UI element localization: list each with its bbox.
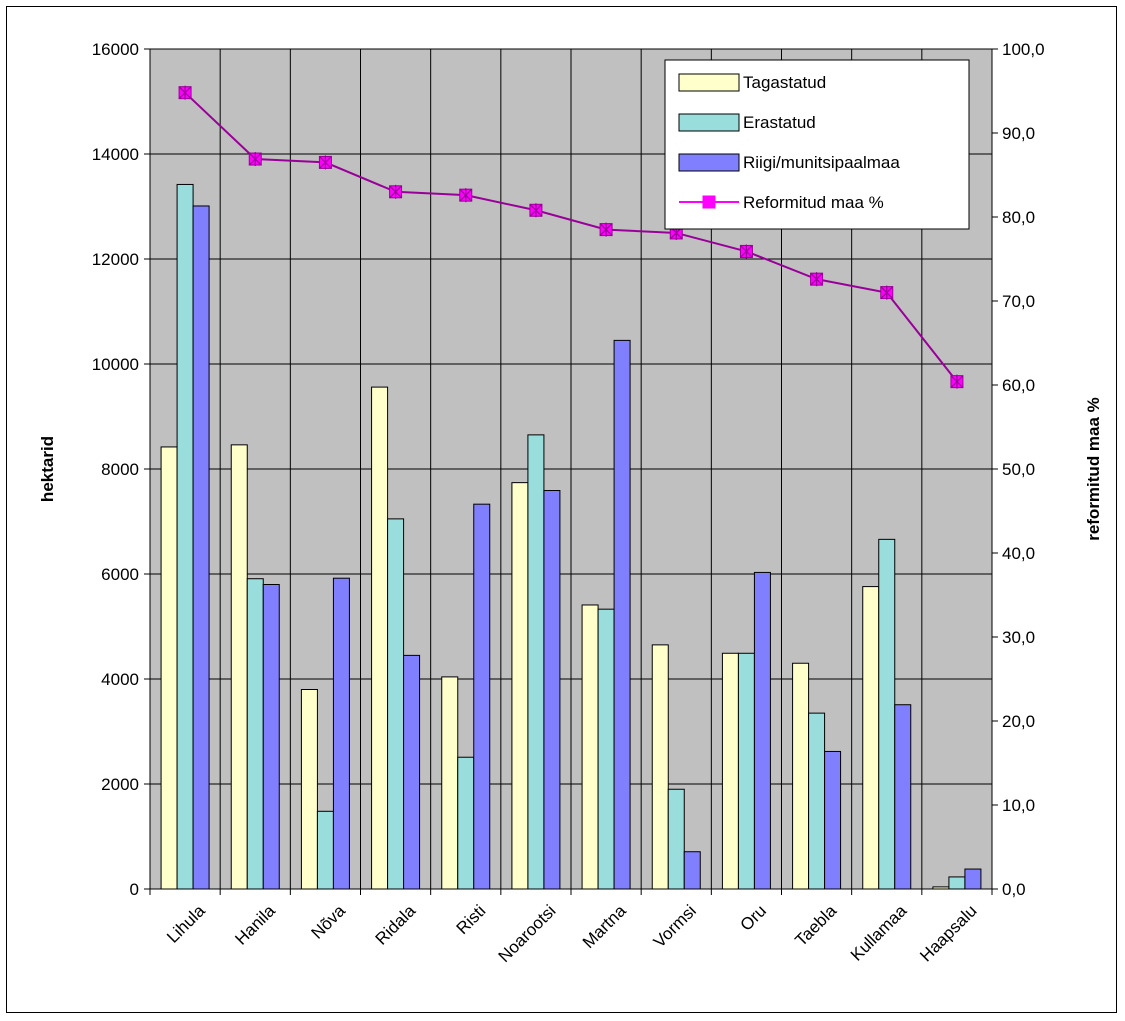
x-tick-label-lihula: Lihula	[163, 901, 209, 947]
y2-tick-label: 50,0	[1002, 460, 1035, 479]
bar-erastatud-haapsalu	[948, 876, 966, 890]
legend-label: Erastatud	[743, 113, 816, 132]
y2-tick-label: 70,0	[1002, 292, 1035, 311]
legend-label: Tagastatud	[743, 73, 826, 92]
bar-tagastatud-noarootsi	[511, 482, 529, 890]
bar-erastatud-oru	[737, 652, 755, 890]
bar-erastatud-hanila	[246, 578, 264, 890]
y-tick-label: 4000	[101, 670, 139, 689]
marker-oru	[739, 244, 753, 259]
y-tick-label: 16000	[92, 40, 139, 59]
legend-swatch	[678, 153, 740, 172]
y2-tick-label: 30,0	[1002, 628, 1035, 647]
bar-riigi-munitsipaalmaa-noarootsi	[543, 490, 561, 890]
bar-tagastatud-vormsi	[651, 644, 669, 890]
bar-erastatud-ridala	[387, 518, 405, 890]
y-tick-label: 0	[130, 880, 139, 899]
x-tick-label-nova: Nõva	[308, 901, 350, 943]
x-tick-label-vormsi: Vormsi	[650, 901, 700, 951]
bar-riigi-munitsipaalmaa-ridala	[403, 654, 421, 890]
line-reformitud-maa	[184, 91, 958, 383]
x-tick-label-risti: Risti	[453, 901, 490, 938]
y2-tick-label: 0,0	[1002, 880, 1026, 899]
x-tick-label-oru: Oru	[737, 901, 770, 934]
y2-tick-label: 100,0	[1002, 40, 1045, 59]
bar-tagastatud-taebla	[792, 662, 810, 890]
bar-tagastatud-risti	[441, 676, 459, 890]
y-tick-label: 12000	[92, 250, 139, 269]
bar-erastatud-lihula	[176, 183, 194, 890]
bar-tagastatud-hanila	[230, 444, 248, 890]
bar-erastatud-risti	[457, 756, 475, 890]
bar-riigi-munitsipaalmaa-kullamaa	[894, 704, 912, 890]
y-tick-label: 6000	[101, 565, 139, 584]
y2-tick-label: 90,0	[1002, 124, 1035, 143]
bar-tagastatud-oru	[721, 652, 739, 890]
marker-noarootsi	[529, 203, 543, 218]
legend-item-riigi-munitsipaalmaa: Riigi/munitsipaalmaa	[678, 153, 900, 172]
bar-riigi-munitsipaalmaa-hanila	[262, 584, 280, 890]
bar-tagastatud-lihula	[160, 446, 178, 890]
x-tick-label-hanila: Hanila	[231, 901, 279, 949]
x-tick-label-kullamaa: Kullamaa	[847, 901, 911, 965]
bar-riigi-munitsipaalmaa-haapsalu	[964, 868, 982, 890]
marker-nova	[318, 155, 332, 170]
bar-riigi-munitsipaalmaa-martna	[613, 339, 631, 890]
bar-riigi-munitsipaalmaa-nova	[332, 577, 350, 890]
x-tick-label-taebla: Taebla	[791, 901, 840, 950]
marker-risti	[459, 188, 473, 203]
bar-tagastatud-ridala	[371, 386, 389, 890]
legend-swatch	[678, 73, 740, 92]
bar-riigi-munitsipaalmaa-oru	[753, 571, 771, 890]
bar-erastatud-nova	[316, 810, 334, 890]
marker-lihula	[178, 85, 192, 100]
marker-martna	[599, 222, 613, 237]
y2-tick-label: 80,0	[1002, 208, 1035, 227]
bar-tagastatud-martna	[581, 604, 599, 890]
bar-erastatud-taebla	[808, 712, 826, 890]
legend-item-tagastatud: Tagastatud	[678, 73, 826, 92]
x-tick-label-noarootsi: Noarootsi	[495, 901, 560, 966]
x-tick-label-ridala: Ridala	[372, 901, 420, 949]
marker-kullamaa	[880, 285, 894, 300]
legend-label: Riigi/munitsipaalmaa	[743, 153, 900, 172]
bar-tagastatud-nova	[300, 689, 318, 890]
y2-tick-label: 10,0	[1002, 796, 1035, 815]
bar-riigi-munitsipaalmaa-risti	[473, 503, 491, 890]
bar-erastatud-martna	[597, 608, 615, 890]
bar-riigi-munitsipaalmaa-taebla	[824, 750, 842, 890]
legend-item-reformitud-maa: Reformitud maa %	[679, 193, 884, 212]
legend-marker	[702, 195, 716, 209]
y-axis-title: hektarid	[38, 436, 57, 502]
legend-swatch	[678, 113, 740, 132]
y-tick-label: 14000	[92, 145, 139, 164]
line-series	[178, 85, 964, 389]
legend-label: Reformitud maa %	[743, 193, 884, 212]
marker-hanila	[248, 152, 262, 167]
x-tick-label-martna: Martna	[579, 901, 630, 952]
bar-erastatud-kullamaa	[878, 538, 896, 890]
y-tick-label: 8000	[101, 460, 139, 479]
y2-tick-label: 40,0	[1002, 544, 1035, 563]
bar-riigi-munitsipaalmaa-vormsi	[683, 851, 701, 890]
y-tick-label: 2000	[101, 775, 139, 794]
y2-axis-title: reformitud maa %	[1084, 397, 1103, 541]
marker-ridala	[389, 184, 403, 199]
bar-erastatud-noarootsi	[527, 434, 545, 890]
bar-erastatud-vormsi	[667, 788, 685, 890]
gridlines	[150, 48, 992, 889]
y2-tick-label: 60,0	[1002, 376, 1035, 395]
axes	[144, 48, 998, 895]
marker-haapsalu	[950, 374, 964, 389]
bar-tagastatud-kullamaa	[862, 586, 880, 890]
legend-item-erastatud: Erastatud	[678, 113, 816, 132]
y-tick-label: 10000	[92, 355, 139, 374]
marker-taebla	[810, 272, 824, 287]
x-tick-label-haapsalu: Haapsalu	[916, 901, 980, 965]
legend: Tagastatud Erastatud Riigi/munitsipaalmaa R…	[664, 59, 970, 230]
bar-riigi-munitsipaalmaa-lihula	[192, 205, 210, 890]
y2-tick-label: 20,0	[1002, 712, 1035, 731]
